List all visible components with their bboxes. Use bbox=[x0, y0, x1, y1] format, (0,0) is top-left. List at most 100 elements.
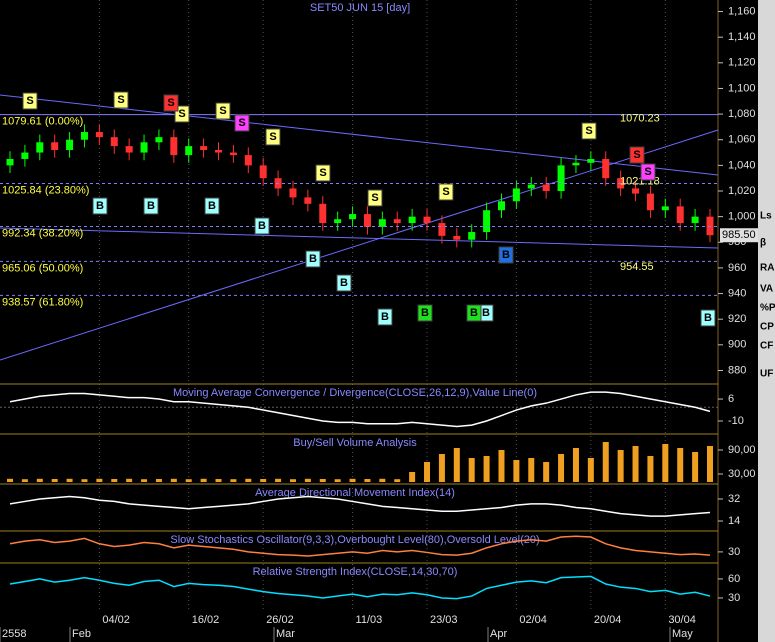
sidebar-item[interactable]: %P bbox=[760, 303, 775, 314]
volume-bar bbox=[632, 446, 639, 482]
volume-bar bbox=[66, 478, 73, 482]
candle-body bbox=[542, 184, 550, 191]
month-label: Mar bbox=[276, 628, 295, 640]
volume-bar bbox=[319, 479, 326, 482]
candle-body bbox=[51, 142, 59, 150]
volume-bar bbox=[170, 478, 177, 482]
volume-bar bbox=[51, 479, 58, 482]
volume-bar bbox=[394, 479, 401, 482]
signal-label: B bbox=[258, 220, 266, 232]
signal-marker bbox=[204, 197, 220, 215]
volume-bar bbox=[334, 479, 341, 482]
volume-bar bbox=[647, 456, 654, 482]
volume-bar bbox=[364, 479, 371, 482]
signal-label: S bbox=[238, 117, 245, 129]
candle-body bbox=[557, 165, 565, 191]
candle-body bbox=[468, 232, 476, 240]
y-tick-label: 60 bbox=[728, 573, 740, 585]
chart-title: SET50 JUN 15 [day] bbox=[310, 2, 410, 14]
signal-marker bbox=[315, 164, 331, 182]
signal-label: S bbox=[319, 167, 326, 179]
y-tick-label: 1,160 bbox=[728, 5, 756, 17]
sidebar-item[interactable]: RA bbox=[760, 263, 774, 274]
volume-bar bbox=[572, 448, 579, 482]
signal-label: S bbox=[167, 97, 174, 109]
indicator-line bbox=[9, 391, 711, 428]
volume-bar bbox=[692, 452, 699, 482]
candle-body bbox=[289, 188, 297, 198]
sidebar-item[interactable]: VA bbox=[760, 284, 773, 295]
candle-body bbox=[125, 146, 133, 153]
y-tick-label: 940 bbox=[728, 287, 746, 299]
candle-body bbox=[319, 203, 327, 224]
y-tick-label: 1,080 bbox=[728, 108, 756, 120]
candle-body bbox=[36, 142, 44, 153]
y-tick-label: 900 bbox=[728, 339, 746, 351]
signal-marker bbox=[438, 183, 454, 201]
signal-marker bbox=[92, 197, 108, 215]
last-price-label: 985.50 bbox=[722, 229, 756, 241]
candle-body bbox=[632, 188, 640, 194]
volume-bar bbox=[453, 448, 460, 482]
signal-marker bbox=[113, 91, 129, 109]
candle-body bbox=[408, 216, 416, 224]
volume-bar bbox=[81, 479, 88, 482]
x-tick-label: 26/02 bbox=[266, 614, 294, 626]
fib-level-label: 938.57 (61.80%) bbox=[2, 296, 83, 308]
y-tick-label: -10 bbox=[728, 415, 744, 427]
signal-marker bbox=[417, 304, 433, 322]
volume-bar bbox=[498, 450, 505, 482]
signal-label: S bbox=[371, 192, 378, 204]
signal-label: B bbox=[502, 249, 510, 261]
month-label: Feb bbox=[72, 628, 91, 640]
candle-body bbox=[66, 139, 74, 150]
candle-body bbox=[646, 193, 654, 211]
candle-body bbox=[572, 162, 580, 166]
signal-label: B bbox=[470, 307, 478, 319]
trend-line bbox=[0, 129, 719, 361]
sidebar-item[interactable]: CF bbox=[760, 341, 773, 352]
candle-body bbox=[155, 137, 163, 143]
candle-body bbox=[170, 137, 178, 156]
candle-body bbox=[527, 184, 535, 189]
sidebar-item[interactable]: β bbox=[760, 238, 766, 249]
y-tick-label: 1,000 bbox=[728, 211, 756, 223]
sidebar-item[interactable]: UF bbox=[760, 369, 773, 380]
volume-bar bbox=[260, 479, 267, 482]
signal-label: B bbox=[96, 200, 104, 212]
signal-marker bbox=[629, 146, 645, 164]
signal-marker bbox=[215, 102, 231, 120]
candle-body bbox=[497, 201, 505, 211]
candle-body bbox=[334, 219, 342, 224]
candle-body bbox=[244, 155, 252, 166]
volume-bar bbox=[438, 454, 445, 482]
volume-bar bbox=[275, 478, 282, 482]
volume-bar bbox=[468, 458, 475, 482]
volume-bar bbox=[424, 462, 431, 482]
signal-marker bbox=[466, 304, 482, 322]
fib-level-label: 1079.61 (0.00%) bbox=[2, 115, 83, 127]
volume-bar bbox=[349, 478, 356, 482]
candle-body bbox=[200, 146, 208, 150]
signal-marker bbox=[234, 114, 250, 132]
fib-level-label: 965.06 (50.00%) bbox=[2, 262, 83, 274]
candle-body bbox=[483, 210, 491, 233]
panel-title: Relative Strength Index(CLOSE,14,30,70) bbox=[253, 566, 458, 578]
sidebar-item[interactable]: CP bbox=[760, 322, 774, 333]
volume-bar bbox=[662, 444, 669, 482]
y-tick-label: 14 bbox=[728, 515, 740, 527]
y-tick-label: 1,060 bbox=[728, 134, 756, 146]
candle-body bbox=[110, 137, 118, 147]
x-tick-label: 16/02 bbox=[192, 614, 220, 626]
signal-marker bbox=[143, 197, 159, 215]
sidebar-item[interactable]: Ls bbox=[760, 211, 772, 222]
signal-label: S bbox=[219, 105, 226, 117]
signal-label: S bbox=[178, 108, 185, 120]
candle-body bbox=[706, 216, 714, 236]
signal-marker bbox=[163, 94, 179, 112]
candle-body bbox=[229, 152, 237, 156]
volume-bar bbox=[543, 462, 550, 482]
candle-body bbox=[140, 142, 148, 153]
volume-bar bbox=[379, 478, 386, 482]
